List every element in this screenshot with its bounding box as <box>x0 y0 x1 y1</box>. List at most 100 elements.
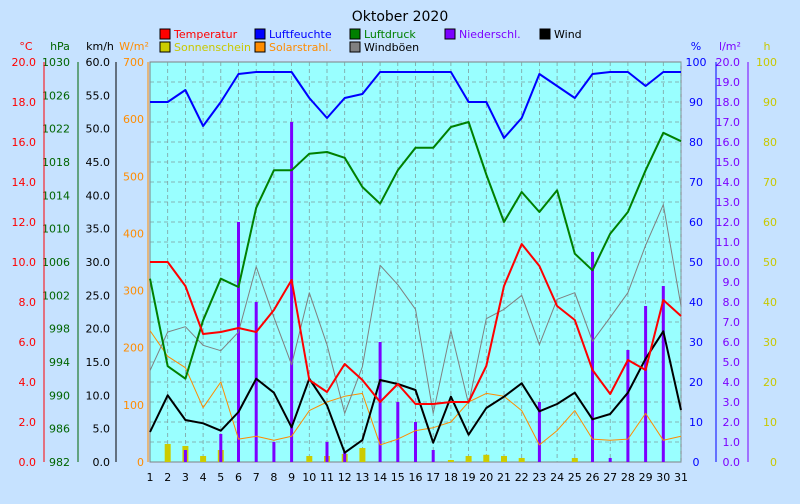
temperature-tick-label: 0.0 <box>19 456 37 469</box>
series-wind-line <box>149 330 682 454</box>
x-tick-label: 29 <box>639 471 653 484</box>
precipitation-tick-label: 0.0 <box>723 456 741 469</box>
wind-tick-label: 30.0 <box>86 256 111 269</box>
x-tick-label: 26 <box>586 471 600 484</box>
sunshine-bar <box>465 456 472 462</box>
x-tick-label: 19 <box>462 471 476 484</box>
humidity-tick-label: 0 <box>693 456 700 469</box>
temperature-tick-label: 20.0 <box>12 56 37 69</box>
x-tick-label: 13 <box>355 471 369 484</box>
x-tick-label: 28 <box>621 471 635 484</box>
x-tick-label: 6 <box>235 471 242 484</box>
sunshine-bar <box>447 460 454 462</box>
precipitation-bar <box>183 450 187 462</box>
radiation-tick-label: 700 <box>123 56 144 69</box>
precipitation-tick-label: 18.0 <box>716 96 741 109</box>
precipitation-bar <box>237 222 240 462</box>
x-tick-label: 7 <box>253 471 260 484</box>
wind-tick-label: 45.0 <box>86 156 111 169</box>
precipitation-tick-label: 5.0 <box>723 356 741 369</box>
wind-tick-label: 40.0 <box>86 189 111 202</box>
humidity-tick-label: 70 <box>689 176 703 189</box>
x-tick-label: 25 <box>568 471 582 484</box>
wind-tick-label: 55.0 <box>86 89 111 102</box>
humidity-tick-label: 10 <box>689 416 703 429</box>
x-tick-label: 18 <box>444 471 458 484</box>
wind-tick-label: 20.0 <box>86 323 111 336</box>
precipitation-bar <box>219 434 223 462</box>
precipitation-bar <box>396 402 400 462</box>
precipitation-bar <box>661 286 665 462</box>
humidity-tick-label: 60 <box>689 216 703 229</box>
precipitation-bar <box>626 350 630 462</box>
x-tick-label: 1 <box>147 471 154 484</box>
sunshine-tick-label: 0 <box>770 456 777 469</box>
wind-tick-label: 15.0 <box>86 356 111 369</box>
pressure-tick-label: 1030 <box>42 56 70 69</box>
x-tick-label: 9 <box>288 471 295 484</box>
precipitation-bar <box>254 302 258 462</box>
temperature-tick-label: 16.0 <box>12 136 37 149</box>
humidity-tick-label: 30 <box>689 336 703 349</box>
grid-layer <box>150 62 682 462</box>
sunshine-tick-label: 80 <box>763 136 777 149</box>
sunshine-tick-label: 20 <box>763 376 777 389</box>
precipitation-tick-label: 17.0 <box>716 116 741 129</box>
sunshine-bar <box>571 458 578 462</box>
precipitation-bar <box>608 458 612 462</box>
wind-tick-label: 60.0 <box>86 56 111 69</box>
precipitation-tick-label: 3.0 <box>723 396 741 409</box>
precipitation-tick-label: 2.0 <box>723 416 741 429</box>
radiation-tick-label: 300 <box>123 285 144 298</box>
precipitation-tick-label: 20.0 <box>716 56 741 69</box>
pressure-tick-label: 1018 <box>42 156 70 169</box>
sunshine-bar <box>200 456 207 462</box>
legend-label-luftfeuchte: Luftfeuchte <box>269 28 332 41</box>
sunshine-tick-label: 10 <box>763 416 777 429</box>
sunshine-tick-label: 50 <box>763 256 777 269</box>
legend-label-luftdruck: Luftdruck <box>364 28 416 41</box>
precipitation-tick-label: 1.0 <box>723 436 741 449</box>
wind-tick-label: 10.0 <box>86 389 111 402</box>
humidity-tick-label: 100 <box>686 56 707 69</box>
legend-swatch-sonnenschein <box>159 41 171 53</box>
precipitation-bar <box>537 402 541 462</box>
x-tick-label: 31 <box>674 471 688 484</box>
series-luftfeuchte-line <box>150 71 681 139</box>
precipitation-tick-label: 19.0 <box>716 76 741 89</box>
axes-layer: 0.02.04.06.08.010.012.014.016.018.020.0°… <box>12 40 778 484</box>
precipitation-unit-label: l/m² <box>719 40 741 53</box>
pressure-tick-label: 1026 <box>42 89 70 102</box>
legend-label-solarstrahl: Solarstrahl. <box>269 41 332 54</box>
precipitation-bar <box>272 442 276 462</box>
legend-label-sonnenschein: Sonnenschein <box>174 41 251 54</box>
legend-label-wind: Wind <box>554 28 582 41</box>
x-tick-label: 10 <box>302 471 316 484</box>
temperature-tick-label: 12.0 <box>12 216 37 229</box>
pressure-unit-label: hPa <box>50 40 70 53</box>
legend-swatch-wind <box>539 28 551 40</box>
sunshine-unit-label: h <box>764 40 771 53</box>
x-tick-label: 2 <box>164 471 171 484</box>
x-tick-label: 27 <box>603 471 617 484</box>
temperature-tick-label: 8.0 <box>19 296 37 309</box>
legend-swatch-temperatur <box>159 28 171 40</box>
sunshine-bar <box>359 448 366 462</box>
radiation-tick-label: 100 <box>123 399 144 412</box>
precipitation-tick-label: 4.0 <box>723 376 741 389</box>
radiation-tick-label: 0 <box>137 456 144 469</box>
humidity-tick-label: 40 <box>689 296 703 309</box>
precipitation-bar <box>414 422 417 462</box>
humidity-unit-label: % <box>691 40 701 53</box>
x-tick-label: 3 <box>182 471 189 484</box>
pressure-tick-label: 1014 <box>42 189 70 202</box>
precipitation-tick-label: 16.0 <box>716 136 741 149</box>
precipitation-tick-label: 7.0 <box>723 316 741 329</box>
temperature-tick-label: 10.0 <box>12 256 37 269</box>
pressure-tick-label: 990 <box>49 389 70 402</box>
precipitation-tick-label: 9.0 <box>723 276 741 289</box>
pressure-tick-label: 986 <box>49 423 70 436</box>
radiation-unit-label: W/m² <box>119 40 149 53</box>
precipitation-tick-label: 8.0 <box>723 296 741 309</box>
